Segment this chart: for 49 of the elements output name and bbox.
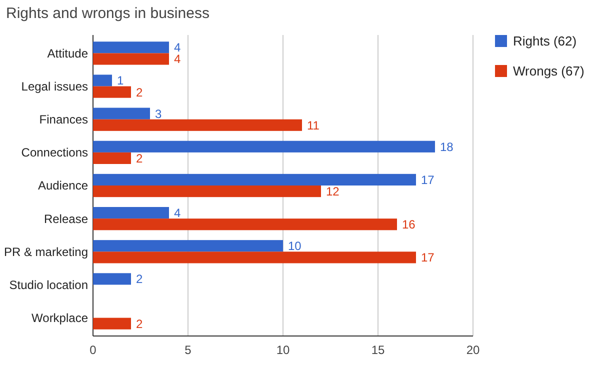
y-tick-label: Legal issues — [21, 79, 88, 94]
data-label: 16 — [402, 218, 416, 232]
data-label: 1 — [117, 74, 124, 88]
legend-label: Rights (62) — [513, 34, 577, 49]
data-label: 2 — [136, 272, 143, 286]
bar — [93, 140, 435, 152]
bar — [93, 108, 150, 120]
y-tick-label: Release — [44, 212, 88, 226]
y-tick-label: Studio location — [9, 278, 88, 292]
data-label: 4 — [174, 206, 181, 220]
y-tick-label: Attitude — [47, 46, 88, 60]
legend-label: Wrongs (67) — [513, 64, 584, 79]
y-tick-label: PR & marketing — [4, 244, 88, 259]
bar — [93, 42, 169, 54]
bar — [93, 252, 416, 264]
bar — [93, 86, 131, 98]
data-label: 17 — [421, 250, 435, 265]
y-tick-label: Finances — [39, 112, 88, 127]
bar — [93, 74, 112, 86]
data-label: 17 — [421, 172, 435, 187]
data-label: 3 — [155, 106, 162, 121]
bar — [93, 186, 321, 198]
x-tick-label: 10 — [276, 343, 290, 357]
data-label: 2 — [136, 316, 143, 331]
data-label: 11 — [307, 118, 320, 132]
x-tick-label: 0 — [90, 343, 97, 357]
y-tick-label: Connections — [21, 146, 88, 160]
data-label: 18 — [440, 140, 454, 154]
x-tick-label: 20 — [466, 343, 480, 357]
x-tick-label: 5 — [184, 343, 192, 357]
bar — [93, 119, 302, 131]
chart-title: Rights and wrongs in business — [6, 5, 210, 22]
bar — [93, 152, 131, 164]
bar — [93, 273, 131, 285]
bar — [93, 174, 416, 186]
y-tick-label: Workplace — [32, 311, 88, 326]
data-label: 4 — [174, 40, 181, 55]
data-label: 2 — [136, 151, 143, 166]
bar — [93, 318, 131, 330]
data-label: 2 — [136, 85, 143, 100]
data-label: 4 — [174, 52, 181, 66]
bar — [93, 240, 283, 252]
data-label: 10 — [288, 239, 302, 254]
data-label: 12 — [326, 184, 340, 198]
bar — [93, 207, 169, 219]
bar — [93, 218, 397, 230]
x-tick-label: 15 — [371, 343, 385, 357]
y-tick-label: Audience — [38, 178, 88, 193]
bar — [93, 53, 169, 65]
